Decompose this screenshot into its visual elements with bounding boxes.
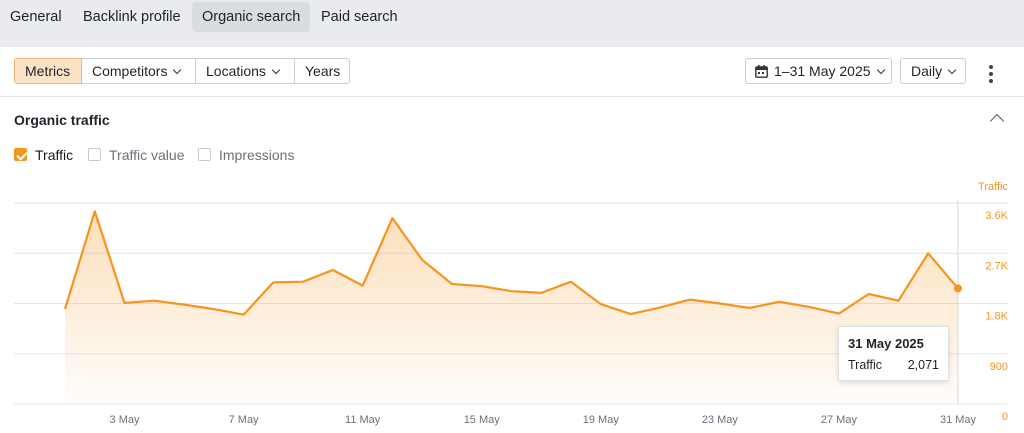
date-range-label: 1–31 May 2025 [774,63,871,79]
date-range-selector[interactable]: 1–31 May 2025 [745,58,892,84]
tooltip-value: 2,071 [907,358,939,372]
x-tick-label: 19 May [583,414,620,426]
x-tick-label: 11 May [345,414,381,426]
y-tick-label: 3.6K [985,210,1008,222]
x-tick-label: 31 May [940,414,977,426]
tooltip-label: Traffic [848,358,883,372]
tab-organic-search[interactable]: Organic search [192,2,311,32]
y-tick-label: 900 [990,361,1008,373]
checkbox-impressions-label: Impressions [219,147,295,163]
checkbox-unchecked-icon [88,148,101,161]
y-axis-title: Traffic [978,181,1008,193]
metrics-button[interactable]: Metrics [14,58,82,84]
tab-backlink-profile[interactable]: Backlink profile [83,9,181,25]
highlighted-data-point[interactable] [954,284,962,293]
traffic-line [63,210,959,316]
traffic-area [65,211,958,404]
y-tick-label: 2.7K [985,260,1008,272]
years-button[interactable]: Years [295,58,350,84]
report-tab-bar: General Backlink profile Organic search … [0,0,1024,47]
checkbox-traffic-label: Traffic [35,147,74,163]
tooltip-date: 31 May 2025 [848,336,924,351]
x-tick-label: 7 May [229,414,259,426]
checkbox-checked-icon [14,148,27,161]
granularity-label: Daily [911,63,943,79]
calendar-icon [755,65,768,78]
competitors-dropdown[interactable]: Competitors [82,58,196,84]
chart-tooltip: 31 May 2025 Traffic 2,071 [838,326,949,381]
x-tick-label: 23 May [702,414,739,426]
years-label: Years [305,63,341,79]
locations-dropdown[interactable]: Locations [196,58,295,84]
checkbox-traffic[interactable]: Traffic [14,147,84,163]
checkbox-traffic-value-label: Traffic value [109,147,185,163]
x-tick-label: 27 May [821,414,858,426]
checkbox-impressions[interactable]: Impressions [198,147,300,163]
x-tick-label: 15 May [464,414,501,426]
x-tick-label: 3 May [110,414,140,426]
more-vertical-icon[interactable] [986,64,996,84]
tab-general[interactable]: General [10,9,62,25]
metrics-label: Metrics [25,63,71,79]
y-tick-label: 1.8K [985,311,1008,323]
granularity-dropdown[interactable]: Daily [900,58,966,84]
locations-label: Locations [206,63,266,79]
checkbox-traffic-value[interactable]: Traffic value [88,147,192,163]
checkbox-unchecked-icon [198,148,211,161]
tab-paid-search[interactable]: Paid search [321,9,398,25]
competitors-label: Competitors [92,63,168,79]
y-tick-label: 0 [1002,411,1008,423]
section-divider [0,96,1024,97]
section-title: Organic traffic [14,112,110,128]
